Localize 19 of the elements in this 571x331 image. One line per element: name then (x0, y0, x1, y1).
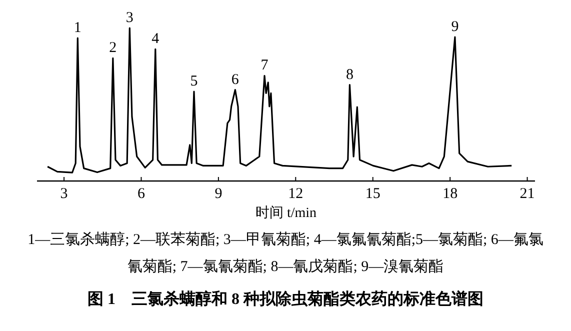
annotation: 8 (346, 66, 354, 83)
annotation: 1 (74, 20, 82, 36)
text: 图 1 三氯杀螨醇和 8 种拟除虫菊酯类农药的标准色谱图 (86, 289, 484, 310)
annotation: 3 (126, 10, 134, 26)
annotation: 2 (109, 40, 117, 56)
annotation: 4 (152, 31, 160, 48)
x-tick-label: 9 (214, 186, 222, 202)
text: 1—三氯杀螨醇; 2—联苯菊酯; 3—甲氰菊酯; 4—氯氟氰菊酯;5—氯菊酯; 6—氟氯氰菊酯; 7—氯氰菊酯; 8—氰戊菊酯; 9—溴氰菊酯 (26, 230, 544, 277)
x-tick-label: 18 (442, 186, 458, 202)
annotation: 9 (451, 19, 459, 36)
x-tick-label: 3 (60, 186, 68, 202)
x-tick-label: 21 (520, 186, 535, 202)
x-axis-title: 时间 t/min (255, 205, 317, 221)
annotation: 6 (231, 72, 240, 88)
x-tick-label: 6 (137, 186, 146, 202)
annotation: 7 (260, 58, 269, 74)
annotation: 5 (190, 73, 198, 90)
x-tick-label: 15 (365, 186, 380, 202)
x-tick-label: 12 (288, 186, 304, 202)
